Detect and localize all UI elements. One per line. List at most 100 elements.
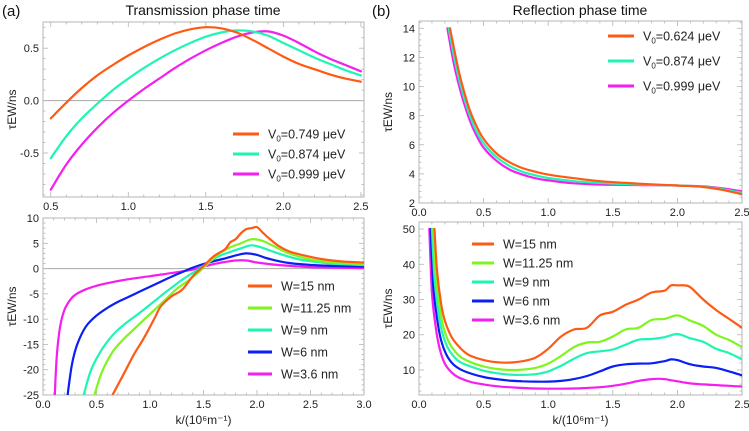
legend-label: V0=0.749 μeV: [268, 128, 346, 144]
x-tick-label: 1.5: [605, 207, 620, 219]
series-group: [428, 227, 742, 390]
plot-frame: [418, 20, 743, 204]
plot-a-bottom: 0.0 0.5 1.0 1.5 2.0 2.5 3.0 -25 -20 -15 -10 -5 0 5 10 τ…: [5, 213, 372, 427]
series-group: [49, 26, 362, 191]
legend-label: W=15 nm: [503, 238, 557, 252]
x-tick-label: 1.0: [541, 207, 556, 219]
legend-label: W=3.6 nm: [281, 368, 338, 382]
y-tick-label: 4: [409, 169, 415, 181]
y-axis-label: τEW/ns: [381, 92, 395, 132]
series-line-w-15-nm: [433, 227, 742, 364]
legend-label: V0=0.874 μeV: [643, 55, 721, 71]
x-tick-label: 1.0: [121, 201, 136, 213]
y-tick-label: 10: [403, 82, 415, 94]
series-line-w-3.6-nm: [428, 227, 742, 390]
legend-label: W=9 nm: [503, 276, 550, 290]
series-line-v0-0.874-ev: [49, 29, 362, 160]
y-tick-label: -25: [23, 390, 39, 402]
legend-label: V0=0.624 μeV: [643, 30, 721, 46]
legend-label: V0=0.999 μeV: [268, 168, 346, 184]
legend-label: W=9 nm: [281, 324, 328, 338]
x-tick-label: 2.0: [670, 207, 685, 219]
x-tick-label: 0.0: [35, 399, 50, 411]
x-tick-label: 0.5: [476, 399, 491, 411]
x-tick-label: 1.5: [196, 399, 211, 411]
y-tick-label: -10: [23, 314, 39, 326]
series-line-w-6-nm: [66, 252, 364, 395]
legend-label: W=6 nm: [281, 346, 328, 360]
series-line-w-11.25-nm: [432, 227, 742, 372]
legend-label: V0=0.874 μeV: [268, 148, 346, 164]
series-line-w-9-nm: [430, 227, 742, 377]
plot-frame: [42, 21, 365, 198]
title-reflection: Reflection phase time: [513, 2, 648, 18]
series-line-v0-0.749-ev: [49, 26, 362, 120]
series-line-v0-0.999-ev: [446, 27, 742, 193]
legend-label: W=3.6 nm: [503, 314, 560, 328]
y-tick-label: -0.5: [20, 148, 39, 160]
y-tick-label: 12: [403, 52, 415, 64]
y-tick-label: 5: [33, 238, 39, 250]
legend-label: W=11.25 nm: [503, 257, 573, 271]
x-tick-label: 2.0: [249, 399, 264, 411]
y-tick-label: 40: [403, 259, 415, 271]
y-tick-label: 14: [403, 23, 415, 35]
x-tick-label: 2.5: [734, 207, 749, 219]
x-tick-label: 2.0: [276, 201, 291, 213]
series-line-w-11.25-nm: [93, 238, 364, 395]
x-tick-label: 1.0: [541, 399, 556, 411]
legend: W=15 nm W=11.25 nm W=9 nm W=6 nm W=3.6 nm: [248, 280, 351, 382]
x-tick-label: 1.5: [605, 399, 620, 411]
x-tick-label: 0.5: [43, 201, 58, 213]
y-tick-label: -20: [23, 365, 39, 377]
x-tick-label: 2.5: [353, 201, 368, 213]
series-group: [53, 225, 364, 395]
x-tick-label: 2.5: [734, 399, 749, 411]
series-line-w-9-nm: [82, 244, 364, 395]
legend: V0=0.749 μeV V0=0.874 μeV V0=0.999 μeV: [233, 128, 346, 184]
y-axis-label: τEW/ns: [381, 288, 395, 328]
plot-frame: [418, 221, 743, 396]
x-tick-label: 2.5: [303, 399, 318, 411]
panel-tag-b: (b): [372, 3, 390, 20]
x-axis-label: k/(10⁶m⁻¹): [553, 413, 609, 427]
panel-tag-a: (a): [2, 3, 20, 20]
y-tick-label: 6: [409, 140, 415, 152]
y-axis-label: τEW/ns: [5, 89, 19, 129]
y-tick-label: 50: [403, 224, 415, 236]
y-axis-label: τEW/ns: [5, 286, 19, 326]
legend-label: W=11.25 nm: [281, 302, 351, 316]
x-axis-label: k/(10⁶m⁻¹): [176, 413, 232, 427]
y-tick-label: 8: [409, 111, 415, 123]
y-tick-label: 0.5: [24, 43, 39, 55]
y-tick-label: -15: [23, 339, 39, 351]
series-line-v0-0.999-ev: [49, 30, 362, 191]
x-tick-label: 3.0: [356, 399, 371, 411]
series-line-w-15-nm: [111, 225, 364, 395]
legend: W=15 nm W=11.25 nm W=9 nm W=6 nm W=3.6 nm: [472, 238, 573, 328]
legend-label: W=6 nm: [503, 295, 550, 309]
y-tick-label: 30: [403, 295, 415, 307]
y-tick-label: 0.0: [24, 96, 39, 108]
x-tick-label: 0.5: [89, 399, 104, 411]
y-tick-label: 20: [403, 330, 415, 342]
x-tick-label: 0.0: [411, 207, 426, 219]
x-tick-label: 1.0: [142, 399, 157, 411]
x-tick-label: 0.5: [476, 207, 491, 219]
series-group: [446, 27, 742, 196]
y-tick-label: 2: [409, 198, 415, 210]
y-tick-label: 0: [33, 264, 39, 276]
plot-b-bottom: 0.0 0.5 1.0 1.5 2.0 2.5 10 20 30 40 50 τEW/ns k/(10⁶…: [381, 221, 749, 427]
plot-b-top: 0.0 0.5 1.0 1.5 2.0 2.5 2 4 6 8 10 12 14 τEW/ns V0=0.6…: [381, 20, 749, 219]
y-tick-label: -5: [29, 289, 39, 301]
legend: V0=0.624 μeV V0=0.874 μeV V0=0.999 μeV: [608, 30, 721, 96]
series-line-w-6-nm: [429, 227, 742, 383]
series-line-v0-0.874-ev: [447, 27, 742, 194]
y-tick-label: 10: [403, 365, 415, 377]
legend-label: W=15 nm: [281, 280, 335, 294]
legend-label: V0=0.999 μeV: [643, 80, 721, 96]
title-transmission: Transmission phase time: [125, 2, 280, 18]
y-tick-label: 10: [27, 213, 39, 225]
x-tick-label: 0.0: [411, 399, 426, 411]
